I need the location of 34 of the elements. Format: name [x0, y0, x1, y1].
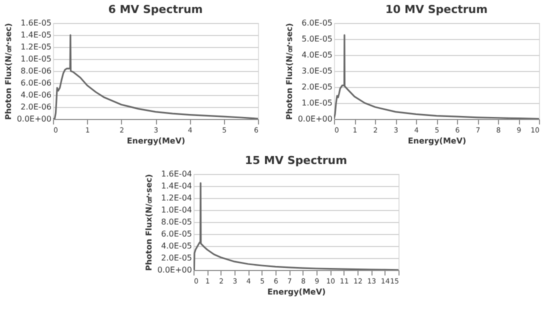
y-axis-title: Photon Flux(N/㎠·sec): [4, 23, 13, 120]
x-axis-title: Energy(MeV): [267, 288, 326, 296]
y-tick-label: 1.0E-04: [161, 206, 192, 214]
y-axis-title: Photon Flux(N/㎠·sec): [284, 23, 294, 120]
y-tick-label: 0.0E+00: [16, 114, 52, 124]
x-axis-title: Energy(MeV): [408, 136, 466, 146]
y-tick-label: 0.0E+00: [298, 114, 332, 124]
y-tick-label: 6.0E-05: [302, 18, 332, 28]
y-tick-label: 1.4E-04: [161, 182, 192, 190]
y-tick-label: 1.4E-05: [20, 30, 52, 40]
y-tick-label: 2.0E-05: [302, 82, 332, 92]
y-tick-label: 0.0E+00: [157, 266, 192, 274]
y-tick-label: 2.0E-06: [20, 102, 52, 112]
y-tick-label: 6.0E-06: [20, 78, 52, 88]
y-tick-label: 6.0E-05: [161, 230, 192, 238]
chart-title: 15 MV Spectrum: [244, 154, 348, 167]
y-tick-label: 8.0E-06: [20, 66, 52, 76]
y-tick-label: 1.2E-05: [20, 42, 52, 52]
y-tick-label: 3.0E-05: [302, 66, 332, 76]
y-tick-label: 1.0E-05: [20, 54, 52, 64]
y-tick-label: 1.0E-05: [302, 98, 332, 108]
y-tick-label: 4.0E-05: [161, 242, 192, 250]
y-axis-title: Photon Flux(N/㎠·sec): [144, 174, 154, 271]
y-tick-label: 1.6E-04: [161, 170, 192, 178]
y-tick-label: 4.0E-05: [302, 50, 332, 60]
y-tick-label: 2.0E-05: [161, 254, 192, 262]
x-axis-title: Energy(MeV): [126, 136, 186, 146]
y-tick-label: 4.0E-06: [20, 90, 52, 100]
y-tick-label: 1.6E-05: [20, 18, 52, 28]
y-tick-label: 5.0E-05: [302, 34, 332, 44]
chart-title: 6 MV Spectrum: [108, 3, 203, 16]
y-tick-label: 8.0E-05: [161, 218, 192, 226]
y-tick-label: 1.2E-04: [161, 194, 192, 202]
chart-title: 10 MV Spectrum: [385, 3, 488, 16]
